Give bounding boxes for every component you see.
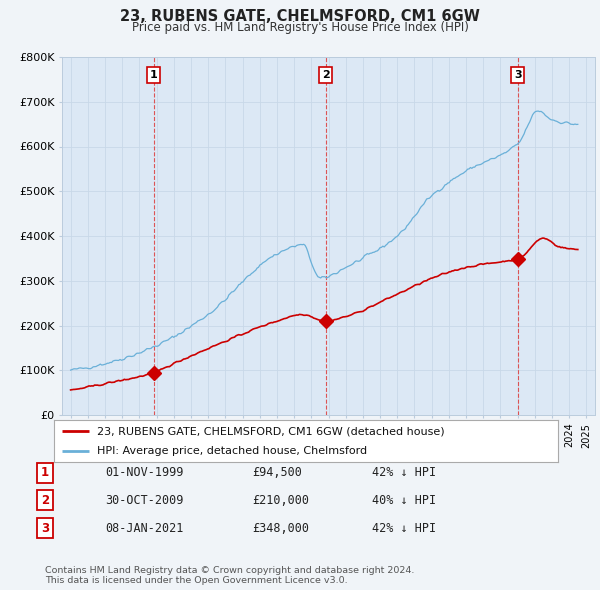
- Text: Price paid vs. HM Land Registry's House Price Index (HPI): Price paid vs. HM Land Registry's House …: [131, 21, 469, 34]
- Text: 01-NOV-1999: 01-NOV-1999: [105, 467, 184, 480]
- Text: 23, RUBENS GATE, CHELMSFORD, CM1 6GW (detached house): 23, RUBENS GATE, CHELMSFORD, CM1 6GW (de…: [97, 427, 445, 437]
- Text: 3: 3: [514, 70, 521, 80]
- Text: 2: 2: [41, 493, 49, 506]
- Text: HPI: Average price, detached house, Chelmsford: HPI: Average price, detached house, Chel…: [97, 445, 367, 455]
- Text: 40% ↓ HPI: 40% ↓ HPI: [372, 493, 436, 506]
- Text: 30-OCT-2009: 30-OCT-2009: [105, 493, 184, 506]
- Text: 08-JAN-2021: 08-JAN-2021: [105, 522, 184, 535]
- Text: 42% ↓ HPI: 42% ↓ HPI: [372, 467, 436, 480]
- Text: £210,000: £210,000: [252, 493, 309, 506]
- Text: 42% ↓ HPI: 42% ↓ HPI: [372, 522, 436, 535]
- Text: £94,500: £94,500: [252, 467, 302, 480]
- Text: 3: 3: [41, 522, 49, 535]
- Text: 23, RUBENS GATE, CHELMSFORD, CM1 6GW: 23, RUBENS GATE, CHELMSFORD, CM1 6GW: [120, 9, 480, 24]
- Text: 1: 1: [41, 467, 49, 480]
- Text: 1: 1: [150, 70, 158, 80]
- Text: Contains HM Land Registry data © Crown copyright and database right 2024.
This d: Contains HM Land Registry data © Crown c…: [45, 566, 415, 585]
- Text: 2: 2: [322, 70, 329, 80]
- Text: £348,000: £348,000: [252, 522, 309, 535]
